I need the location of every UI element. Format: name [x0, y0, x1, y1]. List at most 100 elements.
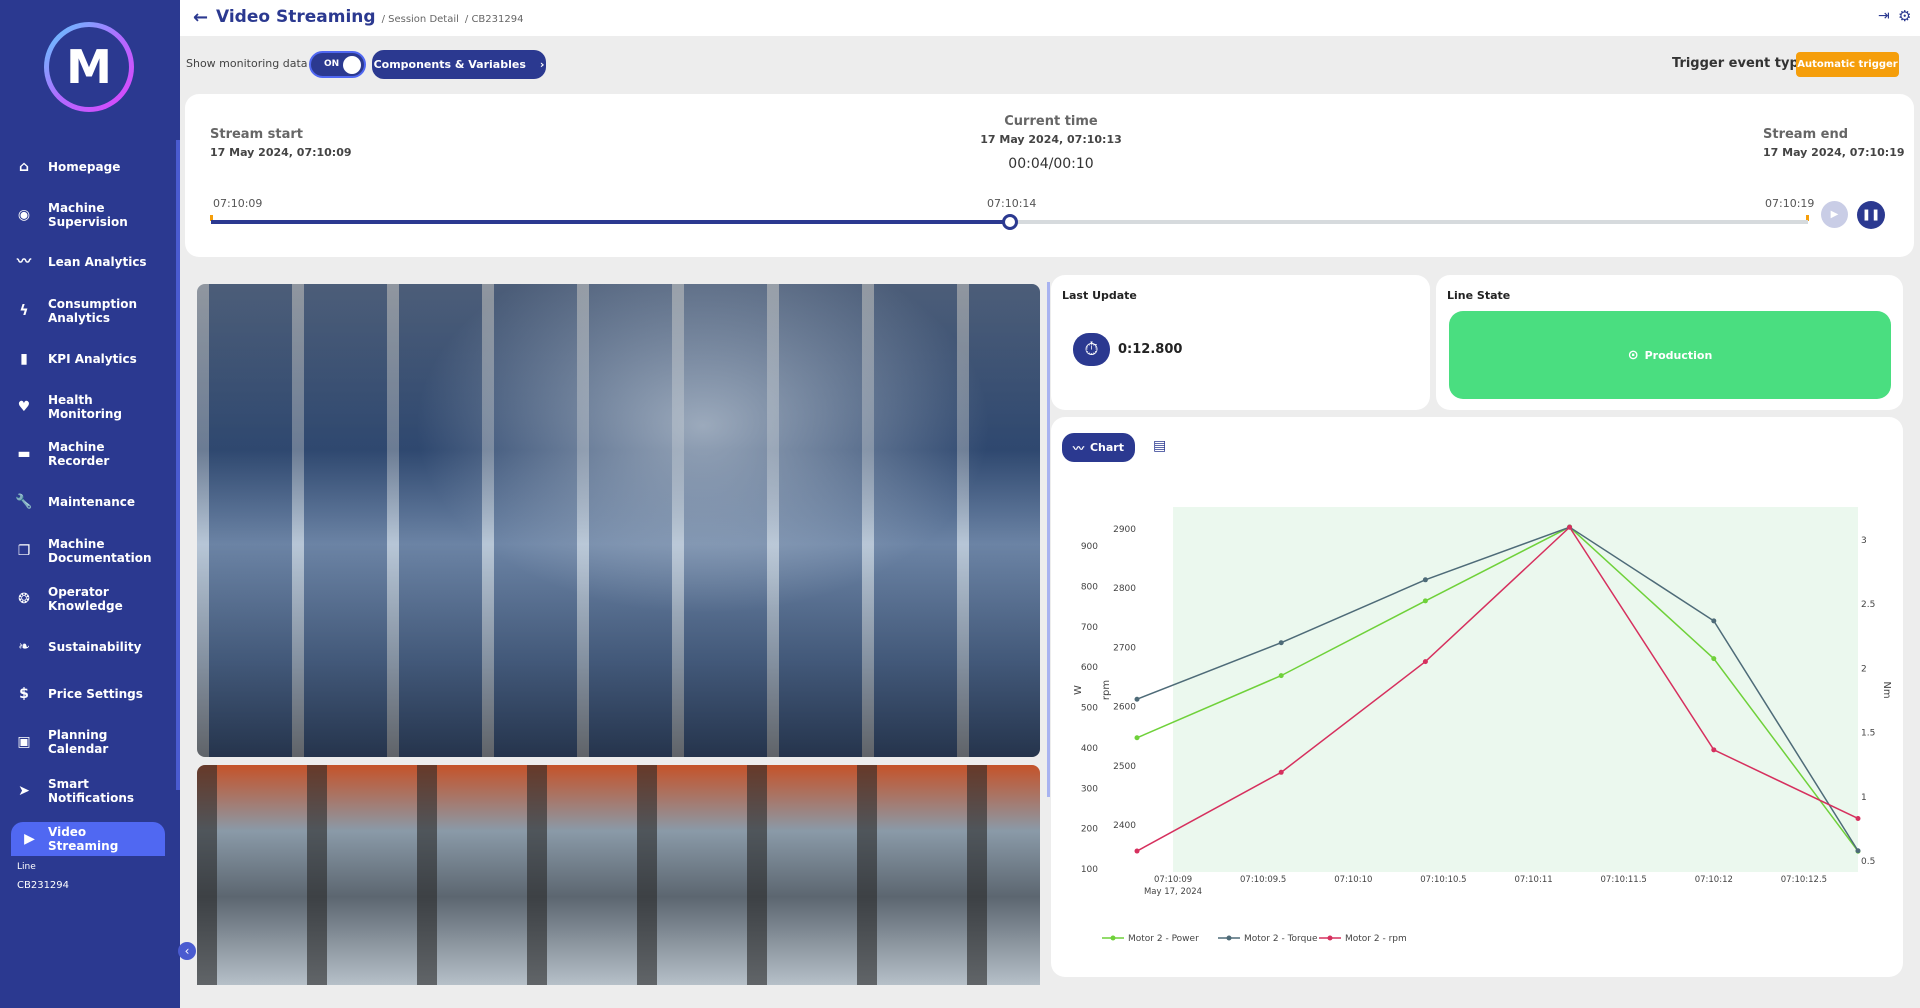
toggle-knob — [343, 56, 361, 74]
current-time-value: 17 May 2024, 07:10:13 — [980, 133, 1122, 146]
nm-tick-label: 1 — [1861, 793, 1867, 803]
bolt-icon: ϟ — [19, 303, 29, 319]
x-date-label: May 17, 2024 — [1144, 887, 1202, 897]
data-point[interactable] — [1711, 747, 1717, 753]
data-point[interactable] — [1278, 640, 1284, 646]
gear-icon[interactable]: ⚙ — [1898, 7, 1912, 25]
rpm-tick-label: 2500 — [1113, 762, 1136, 772]
w-tick-label: 300 — [1081, 784, 1098, 794]
chart-tab[interactable]: 〰 Chart — [1062, 433, 1135, 462]
stream-end-label: Stream end — [1763, 127, 1849, 142]
sidebar-item-label: Video Streaming — [48, 825, 119, 853]
legend-item[interactable]: Motor 2 - Torque — [1244, 934, 1318, 944]
data-point[interactable] — [1855, 815, 1861, 821]
sidebar-item-kpi-analytics[interactable]: ▮ KPI Analytics — [0, 345, 170, 373]
stream-end-value: 17 May 2024, 07:10:19 — [1763, 146, 1905, 159]
data-point[interactable] — [1711, 618, 1717, 624]
data-point[interactable] — [1134, 735, 1140, 741]
back-arrow-icon[interactable]: ← — [193, 7, 209, 28]
eye-icon: ◉ — [17, 207, 31, 223]
sidebar-item-machine-supervision[interactable]: ◉ Machine Supervision — [0, 201, 170, 229]
data-point[interactable] — [1567, 524, 1573, 530]
sidebar-item-video-streaming[interactable]: ▶ Video Streaming — [11, 822, 165, 856]
nm-axis-label: Nm — [1881, 681, 1892, 698]
sidebar-item-lean-analytics[interactable]: 〰 Lean Analytics — [0, 248, 170, 276]
timeline-slider[interactable] — [211, 214, 1808, 230]
data-point[interactable] — [1422, 577, 1428, 583]
x-tick-label: 07:10:10.5 — [1420, 875, 1466, 885]
last-update-card: Last Update ⏱ 0:12.800 — [1051, 275, 1430, 410]
timeline-card: Stream start 17 May 2024, 07:10:09 Curre… — [185, 94, 1914, 257]
sidebar-item-homepage[interactable]: ⌂ Homepage — [0, 153, 170, 181]
pause-button[interactable]: ❚❚ — [1857, 201, 1885, 229]
data-point[interactable] — [1134, 696, 1140, 702]
data-point[interactable] — [1422, 598, 1428, 604]
trigger-badge: Automatic trigger — [1796, 52, 1899, 77]
legend-marker — [1327, 935, 1333, 941]
video-feed-bottles[interactable] — [197, 284, 1040, 757]
sidebar-item-maintenance[interactable]: 🔧 Maintenance — [0, 488, 170, 516]
stopwatch-icon: ⏱ — [1073, 333, 1110, 366]
data-point[interactable] — [1855, 848, 1861, 854]
chart-line-icon: 〰 — [1072, 441, 1084, 455]
rpm-axis-label: rpm — [1101, 680, 1112, 700]
rpm-tick-label: 2900 — [1113, 525, 1136, 535]
tick-start: 07:10:09 — [213, 197, 263, 210]
collapse-sidebar-button[interactable]: ‹ — [178, 942, 196, 960]
sidebar-item-label: Consumption Analytics — [48, 297, 138, 325]
video-feed-machine[interactable] — [197, 765, 1040, 985]
w-tick-label: 500 — [1081, 704, 1098, 714]
sidebar-item-operator-knowledge[interactable]: ❂ Operator Knowledge — [0, 585, 170, 613]
legend-marker — [1110, 935, 1116, 941]
play-circle-icon: ⊙ — [1627, 347, 1639, 363]
line-state-label: Line State — [1447, 289, 1511, 302]
sidebar-item-label: Operator Knowledge — [48, 585, 123, 613]
sidebar-item-label: Machine Supervision — [48, 201, 128, 229]
sidebar-item-smart-notifications[interactable]: ➤ Smart Notifications — [0, 777, 170, 805]
sidebar-item-sustainability[interactable]: ❧ Sustainability — [0, 633, 170, 661]
legend-item[interactable]: Motor 2 - Power — [1128, 934, 1199, 944]
end-marker — [1806, 215, 1809, 221]
sidebar-item-consumption-analytics[interactable]: ϟ Consumption Analytics — [0, 297, 170, 325]
data-point[interactable] — [1422, 659, 1428, 665]
logout-icon[interactable]: ⇥ — [1878, 8, 1890, 24]
sidebar-item-label: Health Monitoring — [48, 393, 122, 421]
data-point[interactable] — [1711, 656, 1717, 662]
last-update-label: Last Update — [1062, 289, 1137, 302]
toggle-label: ON — [324, 59, 340, 69]
sidebar-item-planning-calendar[interactable]: ▣ Planning Calendar — [0, 728, 170, 756]
slider-thumb[interactable] — [1001, 214, 1018, 230]
data-point[interactable] — [1278, 769, 1284, 775]
chart-tab-label: Chart — [1089, 441, 1124, 454]
sidebar-item-price-settings[interactable]: $ Price Settings — [0, 680, 170, 708]
chart-card: 〰 Chart ▤ 100 200 300 400 500 600 700 800 900 2400… — [1051, 417, 1903, 977]
sidebar-item-machine-recorder[interactable]: ▬ Machine Recorder — [0, 440, 170, 468]
w-tick-label: 800 — [1081, 582, 1098, 592]
legend-item[interactable]: Motor 2 - rpm — [1345, 934, 1407, 944]
page-title: Video Streaming — [216, 7, 376, 27]
rpm-tick-label: 2700 — [1113, 643, 1136, 653]
show-monitoring-label: Show monitoring data — [186, 57, 308, 70]
sidebar-item-health-monitoring[interactable]: ♥ Health Monitoring — [0, 393, 170, 421]
play-button[interactable]: ▶ — [1821, 201, 1848, 228]
current-time: Current time 17 May 2024, 07:10:13 00:04… — [951, 114, 1151, 172]
breadcrumb-session-detail[interactable]: / Session Detail — [381, 14, 459, 25]
sidebar-item-label: Price Settings — [48, 687, 143, 701]
data-point[interactable] — [1278, 673, 1284, 679]
rpm-tick-label: 2800 — [1113, 584, 1136, 594]
monitoring-toggle[interactable]: ON — [309, 51, 366, 78]
home-icon: ⌂ — [18, 159, 30, 175]
line-state-card: Line State ⊙ Production — [1436, 275, 1903, 410]
components-variables-button[interactable]: Components & Variables › — [372, 50, 546, 79]
w-tick-label: 400 — [1081, 744, 1098, 754]
line-value: CB231294 — [17, 880, 70, 891]
panel-scrollbar[interactable] — [1047, 282, 1050, 797]
brain-icon: ❂ — [18, 591, 30, 607]
sidebar-scrollbar[interactable] — [176, 140, 180, 790]
nm-tick-label: 0.5 — [1861, 857, 1875, 867]
sidebar-item-machine-documentation[interactable]: ❐ Machine Documentation — [0, 537, 170, 565]
series-line-motor-2-torque — [1136, 526, 1859, 852]
data-point[interactable] — [1134, 848, 1140, 854]
table-view-icon[interactable]: ▤ — [1153, 438, 1167, 454]
x-tick-label: 07:10:11 — [1514, 875, 1552, 885]
